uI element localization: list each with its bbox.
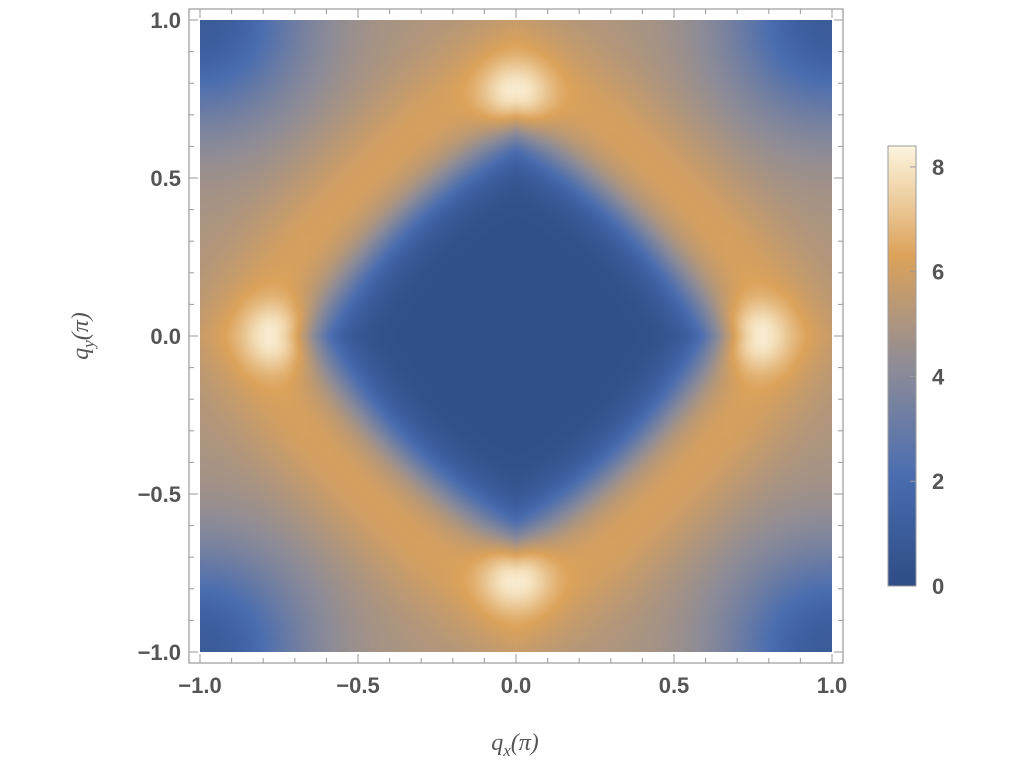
x-tick-label: −1.0 xyxy=(178,673,221,698)
y-axis-label-base: q xyxy=(68,348,94,360)
colorbar-tick-label: 4 xyxy=(932,364,945,389)
colorbar: 0 2 4 6 8 xyxy=(887,145,945,599)
x-tick-label: −0.5 xyxy=(336,673,379,698)
x-axis-label-base: q xyxy=(491,730,503,756)
x-tick-label: 0.0 xyxy=(501,673,532,698)
x-axis-label: qx(π) xyxy=(491,730,539,760)
heatmap-image xyxy=(200,20,832,652)
plot-area xyxy=(200,20,832,652)
y-axis-ticks: −1.0 −0.5 0.0 0.5 1.0 xyxy=(138,8,843,665)
y-axis-label: qy(π) xyxy=(68,312,98,360)
x-tick-label: 0.5 xyxy=(659,673,690,698)
y-tick-label: −1.0 xyxy=(138,640,181,665)
y-tick-label: 0.0 xyxy=(150,324,181,349)
x-tick-label: 1.0 xyxy=(817,673,848,698)
colorbar-tick-label: 0 xyxy=(932,574,944,599)
colorbar-tick-label: 8 xyxy=(932,155,944,180)
colorbar-tick-label: 2 xyxy=(932,469,944,494)
y-tick-label: 0.5 xyxy=(150,166,181,191)
y-axis-label-sub: y xyxy=(79,340,98,350)
x-axis-label-sub: x xyxy=(502,741,511,760)
x-axis-ticks: −1.0 −0.5 0.0 0.5 1.0 xyxy=(178,9,847,698)
x-axis-label-unit: (π) xyxy=(511,730,539,756)
y-tick-label: 1.0 xyxy=(150,8,181,33)
y-tick-label: −0.5 xyxy=(138,482,181,507)
y-axis-label-unit: (π) xyxy=(68,312,94,340)
colorbar-gradient xyxy=(887,145,917,587)
colorbar-tick-label: 6 xyxy=(932,260,944,285)
